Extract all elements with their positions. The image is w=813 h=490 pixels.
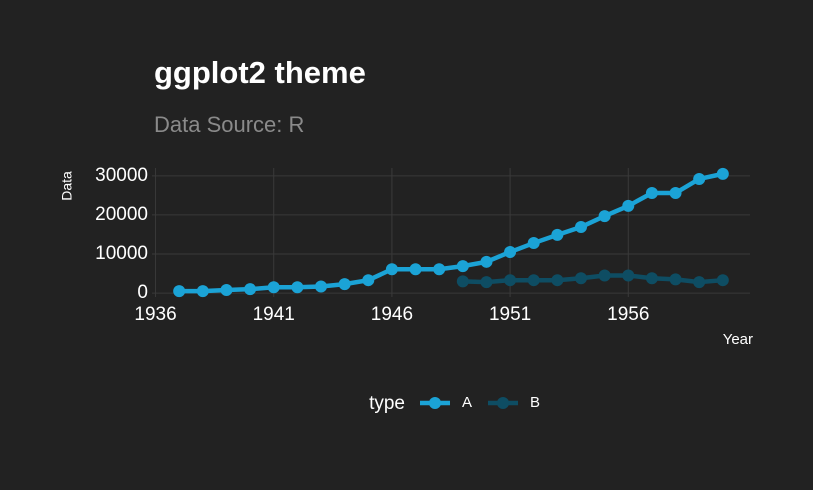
x-axis-title: Year: [723, 331, 753, 348]
data-point: [504, 274, 517, 287]
data-point: [645, 272, 658, 285]
legend-label: A: [462, 394, 472, 411]
x-tick-label: 1941: [253, 304, 295, 325]
legend-key-point: [429, 397, 441, 409]
data-point: [645, 187, 658, 200]
chart-subtitle: Data Source: R: [154, 112, 304, 137]
data-point: [693, 172, 706, 185]
data-point: [291, 281, 304, 294]
data-point: [504, 246, 517, 259]
data-point: [551, 274, 564, 287]
y-axis-title: Data: [59, 171, 75, 201]
data-point: [480, 255, 493, 268]
y-tick-label: 0: [137, 282, 148, 303]
data-point: [385, 263, 398, 276]
data-point: [480, 276, 493, 289]
data-point: [456, 260, 469, 273]
y-tick-label: 20000: [95, 204, 148, 225]
x-tick-label: 1946: [371, 304, 413, 325]
data-point: [622, 269, 635, 282]
data-point: [173, 285, 186, 298]
data-point: [551, 228, 564, 241]
data-point: [669, 187, 682, 200]
data-point: [527, 237, 540, 250]
data-point: [598, 269, 611, 282]
data-point: [267, 281, 280, 294]
data-point: [196, 285, 209, 298]
legend-label: B: [530, 394, 540, 411]
data-point: [409, 263, 422, 276]
data-point: [575, 221, 587, 234]
legend-title: type: [369, 393, 405, 414]
data-point: [693, 276, 706, 289]
x-tick-label: 1936: [134, 304, 176, 325]
data-point: [338, 278, 351, 291]
data-point: [527, 274, 540, 287]
legend-key-point: [497, 397, 509, 409]
data-point: [598, 210, 611, 223]
data-point: [362, 274, 375, 287]
data-point: [315, 280, 327, 293]
data-point: [622, 199, 635, 212]
data-point: [716, 274, 729, 287]
chart-title: ggplot2 theme: [154, 55, 366, 90]
data-point: [669, 273, 682, 286]
y-tick-label: 30000: [95, 165, 148, 186]
data-point: [456, 275, 469, 288]
x-tick-label: 1951: [489, 304, 531, 325]
y-tick-label: 10000: [95, 243, 148, 264]
data-point: [716, 167, 729, 180]
data-point: [244, 283, 257, 296]
data-point: [220, 283, 233, 296]
data-point: [575, 272, 587, 285]
x-tick-label: 1956: [607, 304, 649, 325]
data-point: [433, 263, 446, 276]
